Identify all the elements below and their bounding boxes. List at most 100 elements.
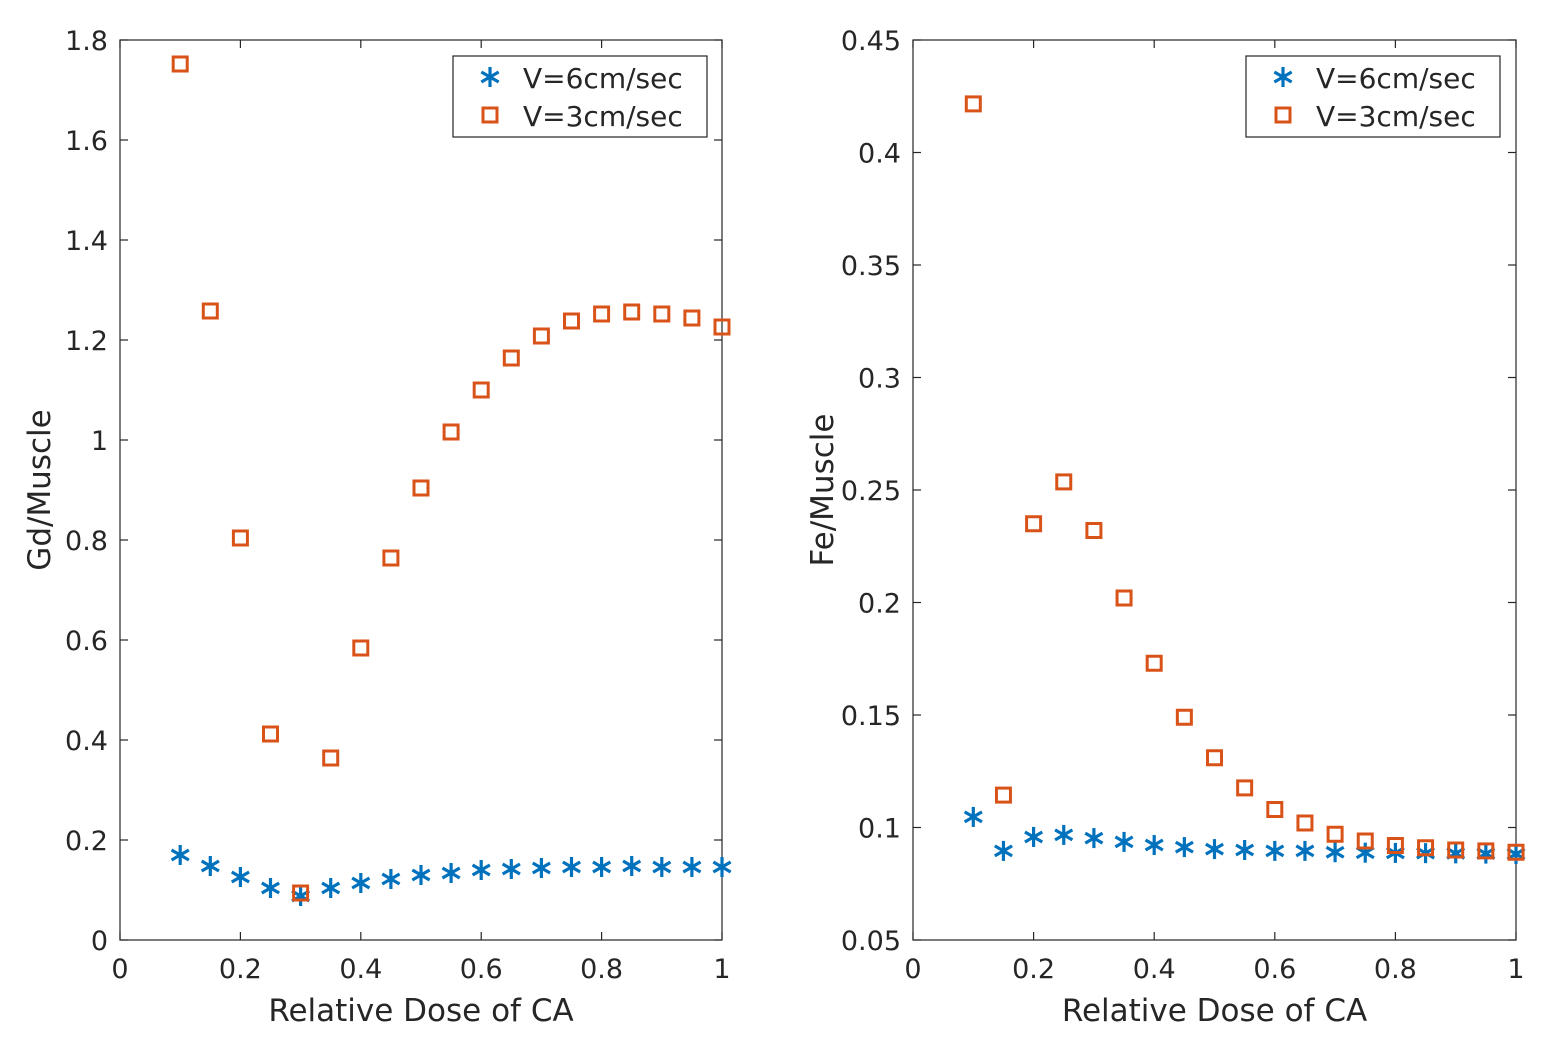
legend-box bbox=[452, 55, 708, 138]
x-tick-label: 0.8 bbox=[580, 954, 623, 985]
data-point bbox=[622, 856, 642, 876]
x-tick-label: 0 bbox=[904, 954, 921, 985]
data-point bbox=[1325, 842, 1345, 863]
data-point bbox=[321, 878, 341, 898]
data-point bbox=[1295, 840, 1315, 861]
y-tick-label: 0.2 bbox=[65, 826, 108, 857]
data-point bbox=[1417, 839, 1435, 857]
data-point bbox=[502, 349, 520, 367]
legend-entry: V=6cm/sec bbox=[1316, 62, 1476, 95]
x-tick-label: 0.4 bbox=[339, 954, 382, 985]
data-point bbox=[381, 869, 401, 889]
data-point bbox=[262, 725, 279, 743]
data-point bbox=[1447, 841, 1465, 859]
data-point bbox=[713, 318, 731, 336]
data-point bbox=[1054, 824, 1074, 845]
legend: V=6cm/sec V=3cm/sec bbox=[452, 55, 708, 138]
data-point bbox=[200, 856, 220, 876]
x-axis-label: Relative Dose of CA bbox=[1062, 993, 1367, 1029]
x-tick-label: 1 bbox=[713, 954, 730, 985]
data-point bbox=[994, 786, 1012, 804]
data-point bbox=[1205, 839, 1224, 860]
data-point bbox=[501, 859, 521, 879]
data-point bbox=[1115, 589, 1133, 607]
data-point bbox=[171, 55, 189, 73]
data-point bbox=[411, 865, 431, 885]
data-point bbox=[261, 878, 280, 898]
legend-marker bbox=[480, 67, 500, 87]
data-point bbox=[1114, 831, 1134, 852]
x-tick-label: 0.4 bbox=[1133, 954, 1176, 985]
data-point bbox=[1265, 840, 1285, 861]
y-tick-label: 1.6 bbox=[65, 126, 108, 157]
y-tick-label: 0.35 bbox=[841, 251, 901, 282]
data-point bbox=[531, 858, 551, 878]
data-point bbox=[1326, 825, 1344, 843]
y-tick-label: 1 bbox=[91, 426, 108, 457]
y-tick-label: 0.15 bbox=[841, 701, 901, 732]
x-tick-label: 0.8 bbox=[1374, 954, 1417, 985]
axes-1: 0 0.2 0.4 0.6 0.8 1 0 0.2 0.4 0.6 0.8 1 1.2 1.4 1.6 1.8… bbox=[22, 26, 732, 1029]
y-axis-label: Fe/Muscle bbox=[805, 414, 841, 567]
data-point bbox=[593, 305, 611, 323]
data-point bbox=[993, 840, 1013, 861]
x-tick-label: 0 bbox=[111, 954, 128, 985]
data-point bbox=[562, 857, 581, 877]
data-point bbox=[963, 806, 983, 827]
y-tick-label: 0.45 bbox=[841, 26, 901, 57]
data-point bbox=[412, 479, 430, 497]
y-tick-label: 1.8 bbox=[65, 26, 108, 57]
data-point bbox=[1145, 654, 1163, 672]
y-tick-label: 0.6 bbox=[65, 626, 108, 657]
data-point bbox=[1356, 832, 1374, 850]
data-point bbox=[1235, 840, 1255, 860]
y-tick-label: 0.25 bbox=[841, 476, 901, 507]
data-point bbox=[1206, 749, 1223, 767]
data-point bbox=[563, 312, 580, 330]
y-tick-label: 0.4 bbox=[65, 726, 108, 757]
data-point bbox=[1266, 801, 1284, 818]
series-1 bbox=[963, 806, 1526, 865]
data-point bbox=[1386, 837, 1404, 854]
y-tick-label: 0.4 bbox=[858, 139, 901, 170]
y-axis-label: Gd/Muscle bbox=[22, 409, 58, 570]
x-tick-label: 0.2 bbox=[219, 954, 262, 985]
y-tick-label: 0.1 bbox=[858, 814, 901, 845]
data-point bbox=[964, 95, 982, 113]
legend-marker bbox=[1274, 106, 1292, 124]
legend-entry: V=6cm/sec bbox=[523, 62, 683, 95]
axes-2: 0 0.2 0.4 0.6 0.8 1 0.05 0.1 0.15 0.2 0.25 0.3 0.35 0… bbox=[805, 26, 1526, 1029]
data-point bbox=[351, 873, 371, 893]
y-tick-label: 0.8 bbox=[65, 526, 108, 557]
y-tick-label: 1.2 bbox=[65, 326, 108, 357]
data-point bbox=[382, 549, 400, 567]
data-point bbox=[322, 749, 340, 767]
legend-entry: V=3cm/sec bbox=[523, 100, 683, 133]
legend-marker bbox=[481, 106, 499, 124]
data-point bbox=[442, 423, 460, 441]
data-point bbox=[170, 845, 190, 865]
data-point bbox=[1084, 828, 1104, 849]
y-tick-label: 0.3 bbox=[858, 364, 901, 395]
data-point bbox=[1024, 826, 1044, 847]
data-point bbox=[441, 863, 461, 883]
data-point bbox=[592, 857, 612, 877]
series-2 bbox=[171, 55, 731, 902]
series-1 bbox=[170, 845, 732, 906]
x-tick-label: 0.6 bbox=[1253, 954, 1296, 985]
data-point bbox=[1296, 814, 1314, 832]
data-point bbox=[1236, 779, 1254, 797]
data-point bbox=[1055, 473, 1073, 491]
data-point bbox=[231, 529, 249, 547]
x-tick-label: 1 bbox=[1507, 954, 1524, 985]
data-point bbox=[1025, 515, 1043, 533]
data-point bbox=[712, 857, 732, 877]
data-point bbox=[1507, 843, 1525, 861]
data-point bbox=[1175, 708, 1193, 726]
legend-entry: V=3cm/sec bbox=[1316, 100, 1476, 133]
y-tick-label: 1.4 bbox=[65, 226, 108, 257]
y-tick-label: 0.05 bbox=[841, 926, 901, 957]
legend-marker bbox=[1273, 67, 1293, 87]
axes-box bbox=[119, 39, 723, 941]
